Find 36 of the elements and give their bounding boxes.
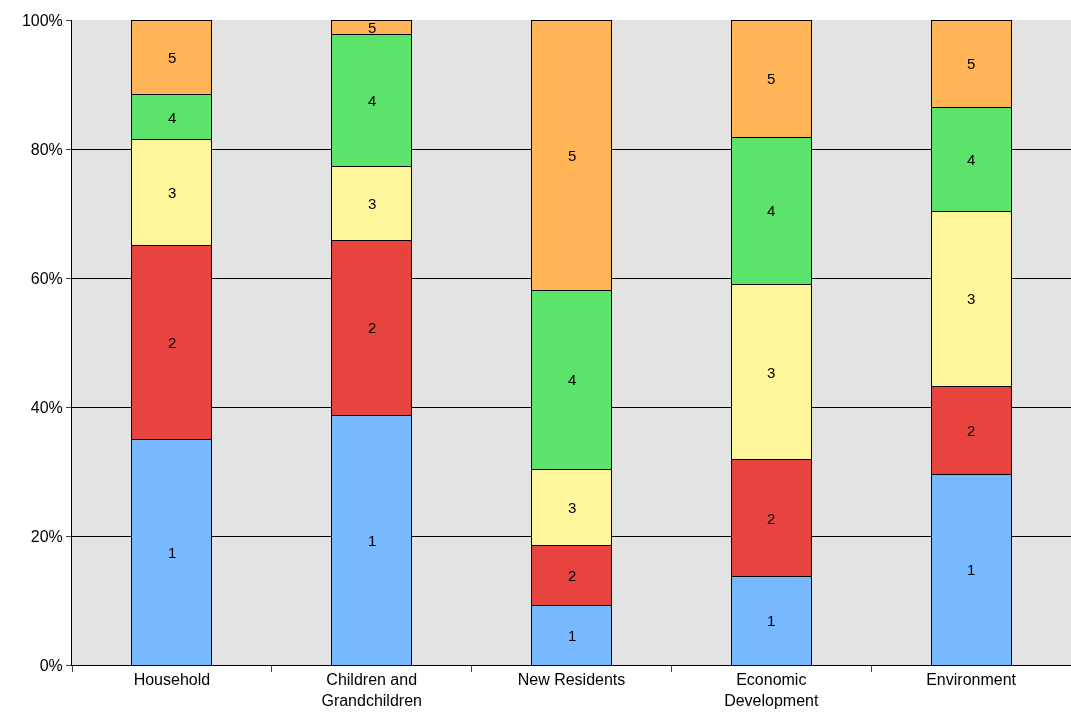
text: 1: [368, 532, 377, 549]
text: 3: [168, 184, 177, 201]
text: 2: [967, 422, 976, 439]
text: 5: [967, 55, 976, 72]
y-tick-label: 20%: [30, 527, 63, 545]
y-tick-label: 100%: [21, 11, 63, 29]
text: 4: [368, 92, 377, 109]
series-label: 2: [568, 567, 577, 584]
text: 3: [568, 499, 577, 516]
text: 4: [568, 371, 577, 388]
y-tick-label: 60%: [30, 269, 63, 287]
text: 1: [767, 612, 776, 629]
text: 1: [967, 561, 976, 578]
text: 2: [168, 334, 177, 351]
x-tick-label: New Residents: [517, 671, 626, 689]
x-tick-label: Household: [133, 671, 211, 689]
text: 1: [168, 544, 177, 561]
text: 3: [967, 290, 976, 307]
series-label: 3: [368, 195, 377, 212]
y-tick-label: 40%: [30, 398, 63, 416]
series-label: 5: [368, 19, 377, 36]
text: 3: [767, 364, 776, 381]
y-tick-label: 0%: [39, 656, 63, 674]
text: 5: [168, 49, 177, 66]
text: 2: [767, 510, 776, 527]
text: 4: [967, 151, 976, 168]
series-label: 4: [168, 109, 177, 126]
x-tick-label: Economic Development: [724, 671, 819, 709]
x-tick-label: Environment: [926, 671, 1017, 689]
series-label: 1: [568, 627, 577, 644]
text: 4: [767, 202, 776, 219]
y-tick-label: 80%: [30, 140, 63, 158]
text: 5: [767, 70, 776, 87]
text: 2: [368, 319, 377, 336]
x-tick-label: Children and Grandchildren: [321, 671, 422, 709]
text: 5: [568, 147, 577, 164]
